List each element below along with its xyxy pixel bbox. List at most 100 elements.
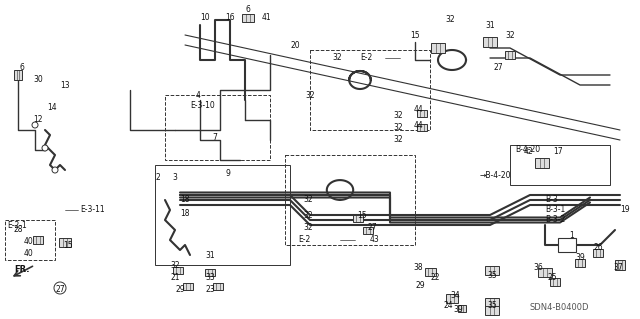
Text: 31: 31	[485, 20, 495, 29]
Text: 3: 3	[173, 174, 177, 182]
Text: 32: 32	[303, 196, 313, 204]
Bar	[363, 226, 373, 234]
Text: →B-4-20: →B-4-20	[480, 170, 511, 180]
Bar	[535, 158, 549, 168]
Text: 37: 37	[613, 263, 623, 272]
Text: B-3: B-3	[545, 196, 557, 204]
Bar	[353, 214, 363, 221]
Bar	[242, 14, 254, 22]
Text: 2: 2	[156, 174, 161, 182]
Circle shape	[42, 145, 48, 151]
Text: 15: 15	[63, 241, 73, 249]
Circle shape	[32, 122, 38, 128]
Text: 43: 43	[370, 235, 380, 244]
Text: 27: 27	[493, 63, 503, 72]
Text: 32: 32	[445, 16, 455, 25]
Bar	[558, 238, 576, 252]
Bar	[431, 43, 445, 53]
Text: 31: 31	[205, 250, 215, 259]
Bar	[417, 109, 427, 116]
Text: 24: 24	[443, 300, 453, 309]
Bar	[59, 238, 71, 247]
Text: 32: 32	[393, 123, 403, 132]
Text: 15: 15	[357, 211, 367, 219]
Text: 9: 9	[225, 168, 230, 177]
Text: 39: 39	[575, 254, 585, 263]
Bar	[173, 266, 183, 273]
Bar	[446, 293, 458, 302]
Text: 18: 18	[180, 196, 189, 204]
Text: FR.: FR.	[14, 265, 29, 275]
Text: E-2: E-2	[298, 235, 310, 244]
Bar	[485, 265, 499, 275]
Text: 32: 32	[170, 261, 180, 270]
Text: SDN4-B0400D: SDN4-B0400D	[530, 302, 589, 311]
Text: 30: 30	[33, 76, 43, 85]
Bar	[615, 260, 625, 270]
Text: B-3-1: B-3-1	[545, 205, 565, 214]
Text: 27: 27	[367, 224, 377, 233]
Text: 18: 18	[180, 209, 189, 218]
Text: 27: 27	[55, 286, 65, 294]
Text: 25: 25	[547, 273, 557, 283]
Text: 40: 40	[23, 249, 33, 257]
Text: 19: 19	[620, 205, 630, 214]
Bar	[593, 249, 603, 257]
Text: 20: 20	[290, 41, 300, 49]
Text: 16: 16	[225, 13, 235, 23]
Bar	[510, 145, 610, 185]
Text: 17: 17	[553, 147, 563, 157]
Text: B-4-20: B-4-20	[515, 145, 540, 154]
Text: E-2: E-2	[360, 54, 372, 63]
Bar	[485, 306, 499, 315]
Text: 44: 44	[413, 121, 423, 130]
Text: 32: 32	[305, 91, 315, 100]
Text: 7: 7	[212, 133, 218, 143]
Text: 6: 6	[20, 63, 24, 71]
Text: 32: 32	[505, 31, 515, 40]
Text: 13: 13	[60, 80, 70, 90]
Text: 32: 32	[303, 224, 313, 233]
Bar	[183, 283, 193, 290]
Bar	[155, 165, 290, 265]
Text: 15: 15	[410, 31, 420, 40]
Bar	[424, 268, 435, 276]
Text: E-3-10: E-3-10	[190, 100, 215, 109]
Text: 44: 44	[413, 106, 423, 115]
Text: 39: 39	[453, 306, 463, 315]
Text: 4: 4	[196, 91, 200, 100]
Bar	[213, 283, 223, 290]
Bar	[458, 305, 466, 311]
Bar	[550, 278, 560, 286]
Text: 12: 12	[33, 115, 43, 124]
Bar	[575, 259, 585, 267]
Text: 32: 32	[393, 136, 403, 145]
Text: 1: 1	[570, 231, 574, 240]
Text: 28: 28	[13, 226, 23, 234]
Text: 22: 22	[430, 273, 440, 283]
Text: 29: 29	[175, 286, 185, 294]
Text: 32: 32	[332, 54, 342, 63]
Text: 26: 26	[593, 243, 603, 253]
Text: 10: 10	[200, 13, 210, 23]
Bar	[5, 220, 55, 260]
Text: 32: 32	[303, 211, 313, 219]
Text: 40: 40	[23, 238, 33, 247]
Text: 38: 38	[413, 263, 423, 272]
Text: 29: 29	[415, 280, 425, 290]
Text: E-2-1: E-2-1	[7, 220, 27, 229]
Bar	[165, 95, 270, 160]
Text: E-3-11: E-3-11	[80, 205, 104, 214]
Bar	[483, 37, 497, 47]
Text: 35: 35	[487, 300, 497, 309]
Text: 21: 21	[170, 273, 180, 283]
Bar	[538, 268, 552, 277]
Bar	[205, 269, 215, 276]
Text: 36: 36	[533, 263, 543, 272]
Bar	[285, 155, 415, 245]
Bar	[33, 236, 43, 244]
Bar	[14, 70, 22, 80]
Text: 33: 33	[205, 273, 215, 283]
Text: 32: 32	[393, 110, 403, 120]
Bar	[417, 123, 427, 130]
